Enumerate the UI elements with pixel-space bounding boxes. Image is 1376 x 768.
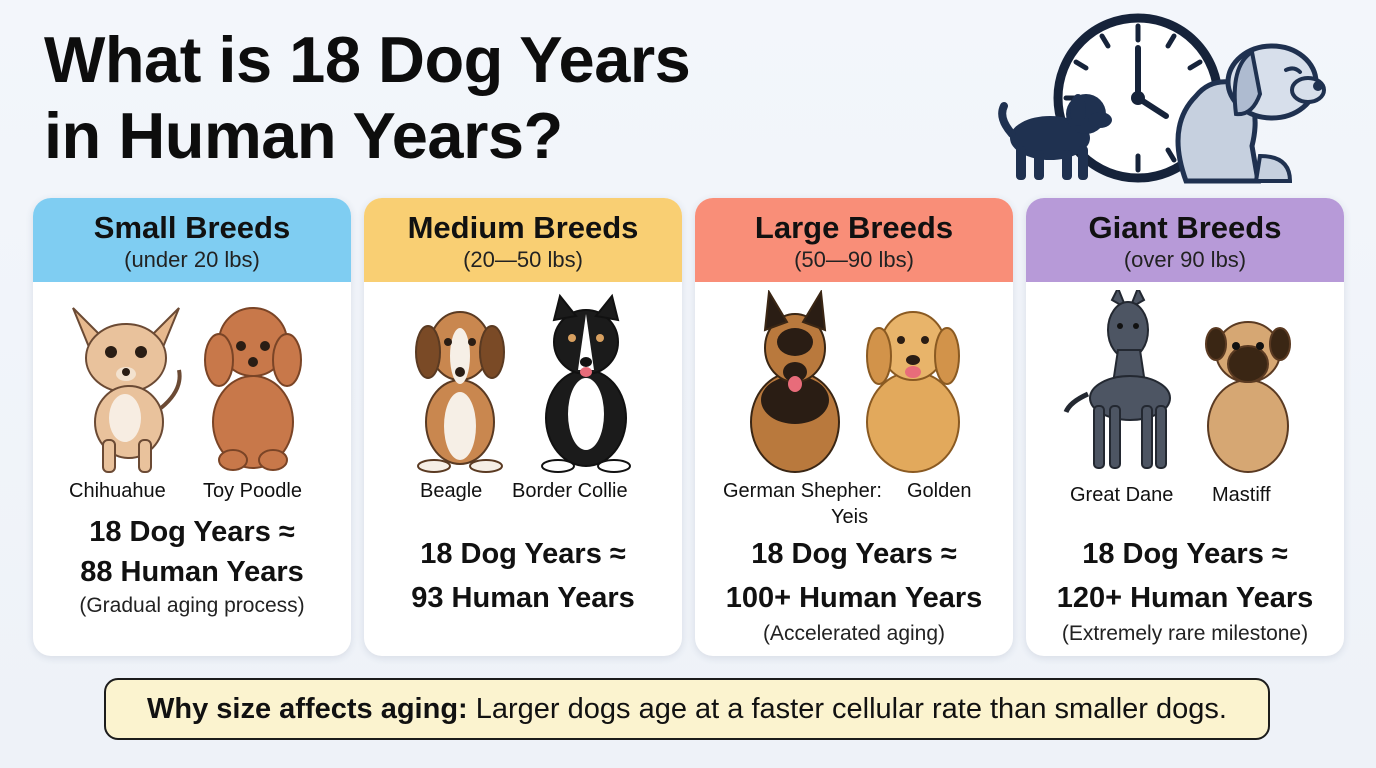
card-giant-breeds: Giant Breeds (over 90 lbs) xyxy=(1026,198,1344,656)
info-banner-text: Larger dogs age at a faster cellular rat… xyxy=(467,693,1227,725)
card-title: Medium Breeds xyxy=(407,210,639,245)
card-weight-range: (under 20 lbs) xyxy=(124,247,260,272)
info-banner: Why size affects aging: Larger dogs age … xyxy=(104,678,1270,740)
aging-note: (Gradual aging process) xyxy=(79,594,305,617)
card-large-breeds: Large Breeds (50—90 lbs) German Shepher:… xyxy=(695,198,1013,656)
breed-name: Yeis xyxy=(831,506,869,528)
breed-name: Mastiff xyxy=(1212,484,1271,506)
result-block: 18 Dog Years ≈ 88 Human Years (Gradual a… xyxy=(33,512,351,620)
german-shepherd-illustration xyxy=(750,290,840,473)
human-years-line: 120+ Human Years xyxy=(1056,582,1314,614)
breed-name: Great Dane xyxy=(1070,484,1174,506)
title-line-2: in Human Years? xyxy=(44,99,563,172)
border-collie-illustration xyxy=(541,293,631,473)
card-header: Medium Breeds (20—50 lbs) xyxy=(364,198,682,282)
dog-illustrations xyxy=(72,307,302,473)
card-header: Large Breeds (50—90 lbs) xyxy=(695,198,1013,282)
dog-illustrations xyxy=(750,290,960,473)
breed-name: Chihuahue xyxy=(69,480,166,502)
hero-illustration xyxy=(998,13,1326,184)
dog-years-line: 18 Dog Years ≈ xyxy=(751,538,957,570)
human-years-line: 100+ Human Years xyxy=(725,582,983,614)
aging-note: (Accelerated aging) xyxy=(762,622,946,645)
breed-name: Beagle xyxy=(420,480,483,502)
page-title: What is 18 Dog Years in Human Years? xyxy=(44,22,691,174)
info-banner-label: Why size affects aging: xyxy=(147,693,468,725)
mastiff-illustration xyxy=(1205,321,1291,473)
dog-years-line: 18 Dog Years ≈ xyxy=(420,538,626,570)
card-medium-breeds: Medium Breeds (20—50 lbs) xyxy=(364,198,682,656)
human-years-line: 93 Human Years xyxy=(411,582,635,614)
card-weight-range: (50—90 lbs) xyxy=(794,247,914,272)
card-title: Giant Breeds xyxy=(1088,210,1282,245)
card-header: Giant Breeds (over 90 lbs) xyxy=(1026,198,1344,282)
chihuahua-illustration xyxy=(72,307,182,473)
toy-poodle-illustration xyxy=(204,307,302,471)
human-years-line: 88 Human Years xyxy=(80,556,304,588)
great-dane-illustration xyxy=(1063,290,1171,469)
breed-name: Golden xyxy=(907,480,972,502)
aging-note: (Extremely rare milestone) xyxy=(1061,622,1309,645)
card-header: Small Breeds (under 20 lbs) xyxy=(33,198,351,282)
senior-dog-icon xyxy=(1175,43,1326,184)
dog-years-line: 18 Dog Years ≈ xyxy=(89,516,295,548)
golden-retriever-illustration xyxy=(866,311,960,473)
result-block: 18 Dog Years ≈ 120+ Human Years (Extreme… xyxy=(1026,532,1344,648)
card-title: Large Breeds xyxy=(754,210,954,245)
title-line-1: What is 18 Dog Years xyxy=(44,23,691,96)
result-block: 18 Dog Years ≈ 93 Human Years xyxy=(364,532,682,620)
card-weight-range: (over 90 lbs) xyxy=(1123,247,1247,272)
dog-illustrations xyxy=(415,293,631,473)
result-block: 18 Dog Years ≈ 100+ Human Years (Acceler… xyxy=(695,532,1013,648)
dog-illustrations xyxy=(1063,290,1291,473)
card-weight-range: (20—50 lbs) xyxy=(463,247,583,272)
breed-name: German Shepher: xyxy=(723,480,882,502)
beagle-illustration xyxy=(415,311,505,473)
puppy-icon xyxy=(998,94,1112,180)
breed-name: Border Collie xyxy=(512,480,628,502)
breed-name: Toy Poodle xyxy=(203,480,302,502)
dog-years-line: 18 Dog Years ≈ xyxy=(1082,538,1288,570)
card-title: Small Breeds xyxy=(93,210,291,245)
card-small-breeds: Small Breeds (under 20 lbs) xyxy=(33,198,351,656)
